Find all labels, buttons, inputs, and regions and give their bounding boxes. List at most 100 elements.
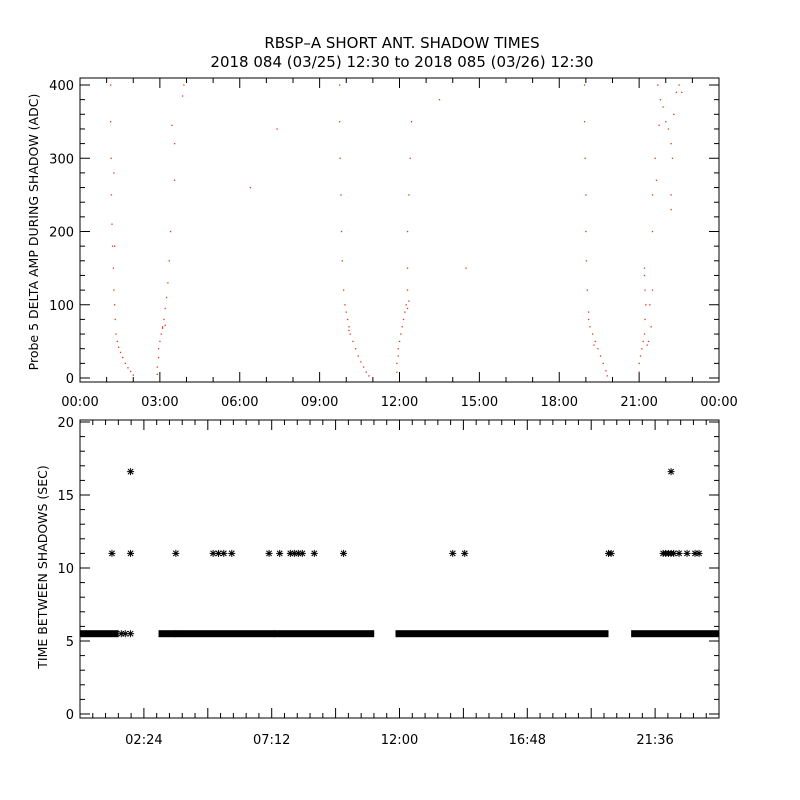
bottom-y-tick-label: 15 [57, 489, 74, 504]
shadow-amp-point [644, 289, 646, 291]
interval-star [228, 549, 236, 557]
shadow-amp-point [159, 340, 161, 343]
shadow-amp-point [349, 333, 351, 335]
shadow-amp-point [651, 230, 654, 233]
shadow-amp-point [644, 318, 646, 321]
shadow-amp-point [113, 289, 115, 291]
shadow-amp-point [405, 304, 407, 306]
bottom-y-tick-label: 20 [57, 416, 74, 431]
shadow-amp-point [651, 289, 654, 291]
shadow-amp-point [645, 304, 647, 306]
shadow-amp-point [396, 371, 398, 373]
shadow-amp-point [586, 289, 588, 291]
shadow-amp-point [397, 348, 399, 350]
shadow-amp-point [344, 304, 346, 306]
top-x-tick-label: 21:00 [620, 395, 657, 410]
shadow-amp-point [110, 194, 113, 196]
shadow-amp-point [401, 326, 403, 328]
shadow-amp-point [650, 326, 652, 328]
shadow-amp-point [124, 362, 126, 365]
bottom-x-tick-label: 21:36 [636, 733, 673, 748]
shadow-amp-point [357, 355, 359, 357]
shadow-amp-point [594, 340, 596, 343]
chart-title-line2: 2018 084 (03/25) 12:30 to 2018 085 (03/2… [210, 53, 593, 71]
shadow-amp-point [593, 344, 595, 346]
shadow-amp-point [338, 84, 341, 86]
bottom-y-axis-label: TIME BETWEEN SHADOWS (SEC) [35, 465, 50, 670]
interval-star [607, 549, 615, 557]
shadow-amp-point [410, 121, 413, 123]
shadow-amp-point [406, 267, 409, 269]
shadow-amp-point [156, 366, 158, 368]
bottom-panel: 02:24 07:12 12:00 16:48 21:36 0 5 10 15 20 [57, 416, 720, 748]
shadow-amp-point [646, 344, 648, 346]
interval-star [683, 549, 691, 557]
dense-interval-band [80, 630, 119, 638]
shadow-amp-point [409, 157, 411, 159]
shadow-amp-point [605, 370, 607, 372]
shadow-amp-point [465, 267, 467, 269]
shadow-amp-point [587, 318, 590, 321]
shadow-amp-point [408, 194, 410, 196]
top-x-tick-label: 18:00 [541, 395, 578, 410]
bottom-x-tick-label: 02:24 [125, 733, 162, 748]
bottom-x-tick-label: 16:48 [509, 733, 546, 748]
shadow-amp-point [173, 179, 176, 181]
shadow-amp-point [662, 106, 664, 108]
bottom-y-tick-label: 0 [66, 708, 74, 723]
top-y-tick-label: 200 [49, 226, 74, 241]
interval-star [675, 549, 683, 557]
shadow-amp-point [110, 84, 112, 86]
shadow-amp-point [164, 307, 166, 310]
interval-star [276, 549, 284, 557]
shadow-amp-point [406, 230, 409, 233]
shadow-amp-point [606, 375, 608, 377]
shadow-amp-point [396, 362, 398, 365]
top-x-tick-label: 12:00 [381, 395, 418, 410]
shadow-amp-point [352, 340, 354, 343]
shadow-amp-point [348, 326, 350, 328]
shadow-amp-point [339, 157, 341, 159]
shadow-amp-point [157, 356, 160, 359]
interval-star [667, 468, 675, 476]
shadow-amp-point [667, 128, 670, 130]
interval-star [310, 549, 318, 557]
interval-star [265, 549, 273, 557]
shadow-amp-point [397, 355, 399, 357]
shadow-amp-point [114, 304, 116, 306]
shadow-amp-point [118, 346, 120, 348]
bottom-x-tick-label: 07:12 [253, 733, 290, 748]
shadow-amp-point [110, 121, 112, 123]
shadow-amp-point [583, 84, 586, 86]
interval-star [695, 549, 703, 557]
shadow-amp-point [171, 124, 173, 126]
shadow-amp-point [164, 324, 166, 326]
shadow-amp-point [671, 157, 674, 159]
shadow-amp-point [584, 157, 586, 159]
interval-star [220, 549, 228, 557]
bottom-y-tick-label: 5 [66, 635, 74, 650]
shadow-amp-point [649, 304, 651, 306]
shadow-amp-point [173, 143, 176, 145]
interval-star [340, 549, 348, 557]
shadow-amp-point [346, 318, 349, 321]
shadow-amp-point [119, 351, 122, 354]
interval-star [449, 549, 457, 557]
dense-interval-band [158, 630, 375, 638]
shadow-amp-point [360, 361, 362, 363]
shadow-amp-point [591, 333, 594, 335]
shadow-amp-point [342, 289, 345, 291]
shadow-amp-point [354, 348, 357, 350]
shadow-amp-point [114, 318, 116, 321]
shadow-amp-point [675, 91, 678, 94]
shadow-amp-point [341, 260, 343, 262]
top-y-tick-label: 300 [49, 152, 74, 167]
shadow-amp-point [112, 267, 114, 269]
shadow-amp-point [113, 172, 115, 174]
shadow-amp-point [643, 267, 646, 269]
shadow-amp-point [670, 208, 672, 211]
shadow-amp-point [345, 311, 347, 313]
shadow-amp-point [641, 348, 643, 350]
chart-title-line1: RBSP–A SHORT ANT. SHADOW TIMES [264, 34, 539, 52]
